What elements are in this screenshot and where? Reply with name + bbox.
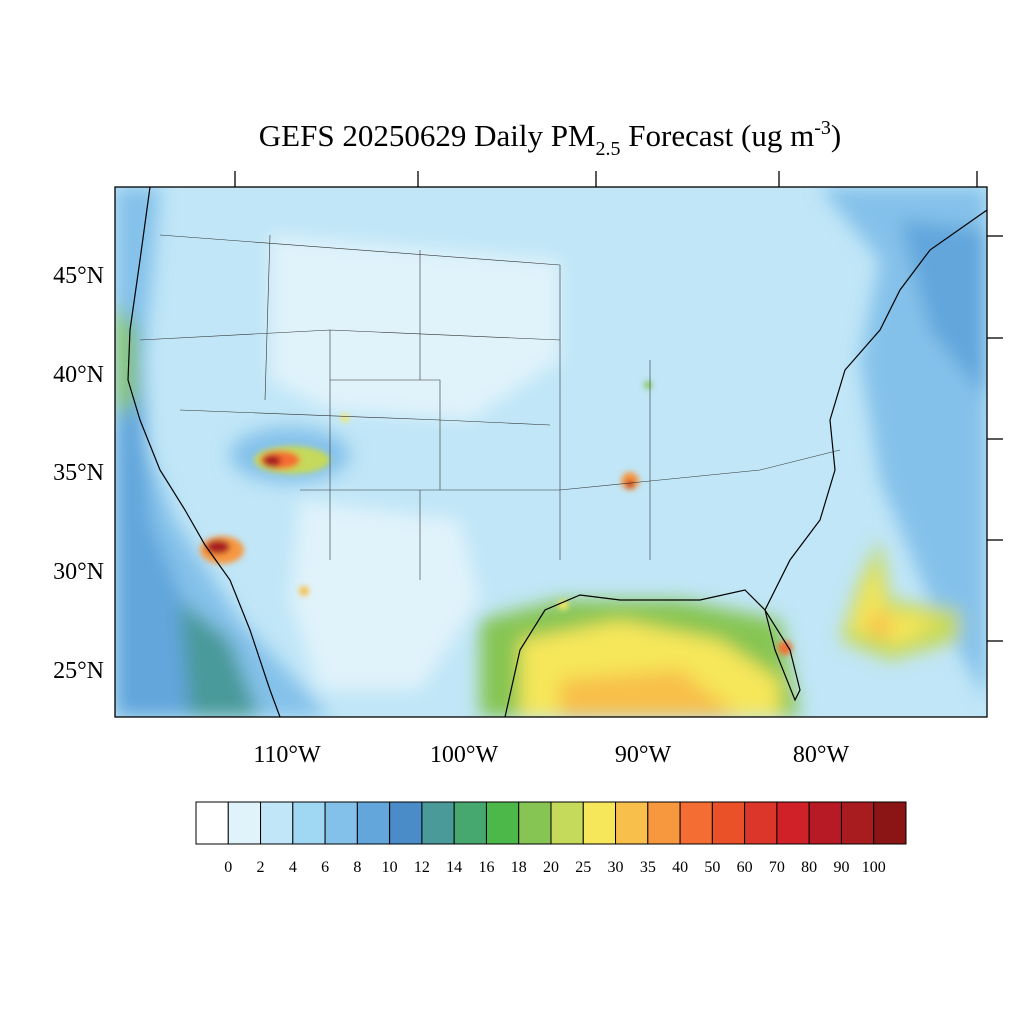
colorbar-box — [485, 801, 520, 845]
colorbar-label: 25 — [575, 859, 591, 876]
colorbar-box — [873, 801, 907, 845]
colorbar-label: 90 — [833, 859, 849, 876]
colorbar-label: 16 — [478, 859, 494, 876]
colorbar-box — [711, 801, 746, 845]
lat-label: 25°N — [53, 658, 104, 684]
colorbar-label: 0 — [224, 859, 232, 876]
colorbar-box — [840, 801, 875, 845]
colorbar-label: 70 — [769, 859, 785, 876]
title-rest: Forecast (ug m — [621, 118, 815, 153]
lat-label: 40°N — [53, 362, 104, 388]
colorbar-label: 10 — [382, 859, 398, 876]
colorbar-label: 35 — [640, 859, 656, 876]
lon-label: 110°W — [253, 742, 321, 768]
colorbar-label: 8 — [353, 859, 361, 876]
colorbar-box — [292, 801, 326, 845]
colorbar-label: 50 — [704, 859, 720, 876]
colorbar-label: 4 — [289, 859, 297, 876]
colorbar-label: 80 — [801, 859, 817, 876]
colorbar: 0 2 4 6 8 10 12 14 16 18 20 25 30 35 40 50 60 70 80 90 100 — [195, 801, 907, 876]
colorbar-box — [776, 801, 810, 845]
lon-labels: 110°W 100°W 90°W 80°W — [253, 742, 849, 768]
colorbar-box — [389, 801, 423, 845]
colorbar-label: 60 — [737, 859, 753, 876]
colorbar-label: 12 — [414, 859, 430, 876]
colorbar-box — [356, 801, 391, 845]
title: GEFS 20250629 Daily PM2.5 Forecast (ug m… — [259, 117, 841, 160]
title-close: ) — [831, 118, 841, 153]
colorbar-label: 6 — [321, 859, 329, 876]
colorbar-label: 14 — [446, 859, 462, 876]
lat-label: 45°N — [53, 263, 104, 289]
lon-label: 90°W — [615, 742, 672, 768]
colorbar-box — [647, 801, 681, 845]
map-field — [115, 187, 987, 717]
colorbar-box — [744, 801, 778, 845]
colorbar-box — [615, 801, 649, 845]
colorbar-box — [518, 801, 552, 845]
lat-label: 30°N — [53, 559, 104, 585]
colorbar-box — [582, 801, 617, 845]
lat-labels: 45°N 40°N 35°N 30°N 25°N — [53, 263, 104, 684]
lon-label: 100°W — [430, 742, 499, 768]
title-main: GEFS 20250629 Daily PM — [259, 118, 596, 153]
lat-label: 35°N — [53, 460, 104, 486]
colorbar-box — [227, 801, 262, 845]
title-superscript: -3 — [814, 117, 831, 139]
colorbar-box — [324, 801, 358, 845]
title-subscript: 2.5 — [596, 138, 621, 160]
lon-label: 80°W — [793, 742, 850, 768]
colorbar-label: 18 — [511, 859, 527, 876]
colorbar-box — [195, 801, 229, 845]
colorbar-box — [453, 801, 487, 845]
colorbar-label: 40 — [672, 859, 688, 876]
colorbar-box — [808, 801, 842, 845]
colorbar-label: 100 — [862, 859, 886, 876]
colorbar-box — [679, 801, 713, 845]
colorbar-label: 20 — [543, 859, 559, 876]
map-frame — [114, 186, 988, 718]
colorbar-label: 30 — [608, 859, 624, 876]
colorbar-box — [260, 801, 294, 845]
map-ticks — [234, 171, 1003, 642]
colorbar-box — [550, 801, 584, 845]
colorbar-label: 2 — [257, 859, 265, 876]
colorbar-box — [421, 801, 455, 845]
